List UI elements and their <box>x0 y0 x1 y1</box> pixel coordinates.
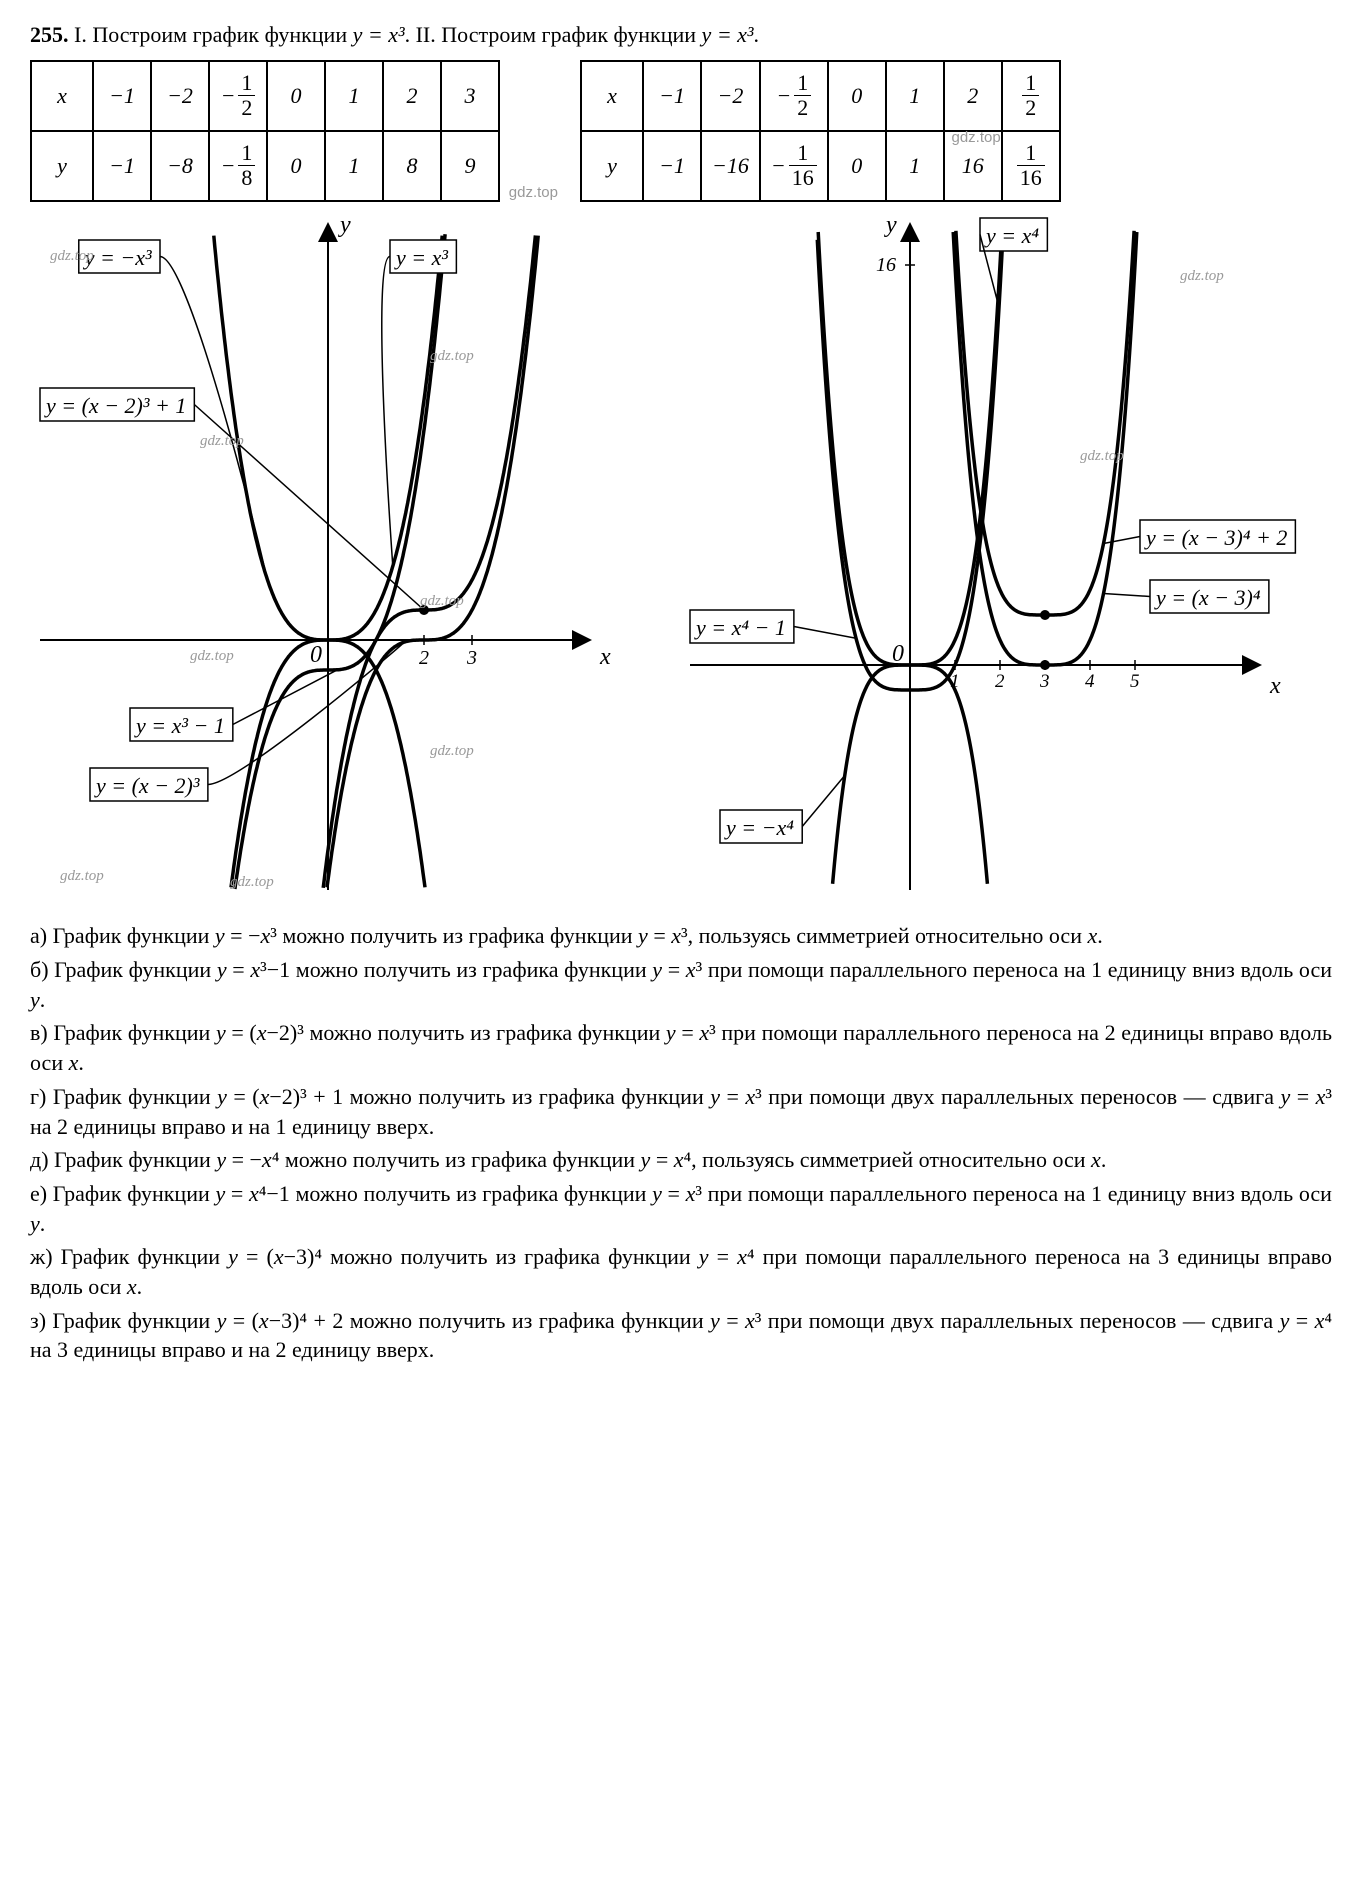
svg-text:gdz.top: gdz.top <box>420 593 464 609</box>
charts-row: 0yx23y = −x³y = x³y = (x − 2)³ + 1y = x³… <box>30 210 1332 908</box>
svg-text:gdz.top: gdz.top <box>430 743 474 759</box>
svg-text:gdz.top: gdz.top <box>190 648 234 664</box>
svg-text:y = (x − 2)³: y = (x − 2)³ <box>94 773 200 798</box>
watermark: gdz.top <box>952 128 1001 148</box>
text-body: а) График функции y = −x³ можно получить… <box>30 921 1332 1365</box>
svg-text:x: x <box>599 644 611 670</box>
para-g: ж) График функции y = (x−3)⁴ можно получ… <box>30 1242 1332 1301</box>
svg-text:y: y <box>338 212 351 238</box>
svg-text:x: x <box>1269 673 1281 699</box>
title-part2-text: . II. Построим график функции <box>405 22 702 47</box>
svg-text:y = −x⁴: y = −x⁴ <box>724 815 794 840</box>
svg-text:gdz.top: gdz.top <box>200 433 244 449</box>
problem-number: 255. <box>30 22 69 47</box>
table-1: x−1−2−120123y−1−8−180189 <box>30 60 500 202</box>
svg-text:y = x⁴ − 1: y = x⁴ − 1 <box>694 615 786 640</box>
svg-text:0: 0 <box>310 642 322 668</box>
svg-text:3: 3 <box>466 647 477 669</box>
svg-text:16: 16 <box>876 254 896 276</box>
title-part1-text: I. Построим график функции <box>74 22 353 47</box>
title-eq2: y = x³ <box>702 22 754 47</box>
svg-text:4: 4 <box>1085 671 1095 692</box>
para-h: з) График функции y = (x−3)⁴ + 2 можно п… <box>30 1306 1332 1365</box>
tables-row: x−1−2−120123y−1−8−180189 gdz.top x−1−2−1… <box>30 60 1332 202</box>
svg-text:2: 2 <box>995 671 1005 692</box>
para-a: а) График функции y = −x³ можно получить… <box>30 921 1332 951</box>
para-e: д) График функции y = −x⁴ можно получить… <box>30 1145 1332 1175</box>
svg-text:gdz.top: gdz.top <box>1080 448 1124 464</box>
para-c: в) График функции y = (x−2)³ можно получ… <box>30 1018 1332 1077</box>
svg-text:2: 2 <box>419 647 429 669</box>
para-b: б) График функции y = x³−1 можно получит… <box>30 955 1332 1014</box>
svg-text:3: 3 <box>1039 671 1050 692</box>
para-f: е) График функции y = x⁴−1 можно получит… <box>30 1179 1332 1238</box>
svg-text:y = (x − 3)⁴ + 2: y = (x − 3)⁴ + 2 <box>1144 525 1287 550</box>
svg-text:y = x⁴: y = x⁴ <box>984 223 1039 248</box>
svg-text:y = x³: y = x³ <box>394 245 448 270</box>
para-d: г) График функции y = (x−2)³ + 1 можно п… <box>30 1082 1332 1141</box>
svg-text:gdz.top: gdz.top <box>60 868 104 884</box>
svg-text:gdz.top: gdz.top <box>230 874 274 890</box>
svg-text:y = (x − 2)³ + 1: y = (x − 2)³ + 1 <box>44 393 186 418</box>
chart-left: 0yx23y = −x³y = x³y = (x − 2)³ + 1y = x³… <box>30 210 650 908</box>
problem-title: 255. I. Построим график функции y = x³. … <box>30 20 1332 50</box>
svg-text:gdz.top: gdz.top <box>430 348 474 364</box>
svg-text:5: 5 <box>1130 671 1140 692</box>
svg-text:y = (x − 3)⁴: y = (x − 3)⁴ <box>1154 585 1261 610</box>
title-eq1: y = x³ <box>353 22 405 47</box>
svg-text:gdz.top: gdz.top <box>1180 268 1224 284</box>
svg-text:gdz.top: gdz.top <box>50 248 94 264</box>
chart-right: 0yx1612345y = x⁴y = (x − 3)⁴ + 2y = (x −… <box>680 210 1320 908</box>
watermark: gdz.top <box>509 183 558 203</box>
svg-text:y = x³ − 1: y = x³ − 1 <box>134 713 225 738</box>
svg-text:y: y <box>884 212 897 238</box>
